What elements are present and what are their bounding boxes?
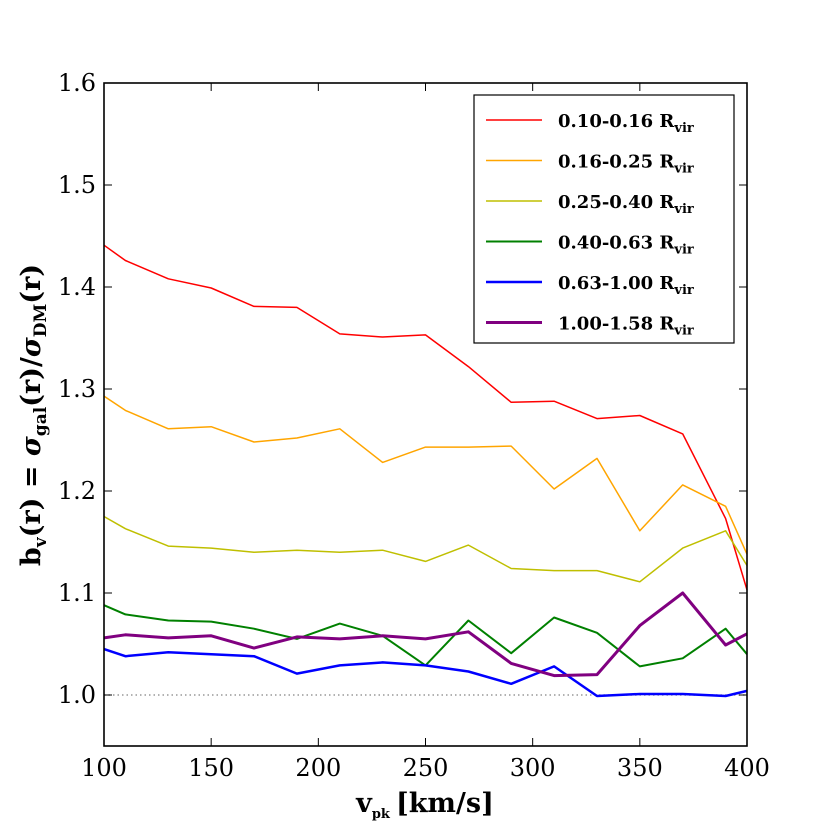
- x-tick-label: 150: [188, 754, 234, 782]
- y-tick-label: 1.1: [58, 579, 96, 607]
- x-tick-label: 300: [510, 754, 556, 782]
- series-line-0.25-0.40: [103, 515, 748, 583]
- y-tick-label: 1.3: [58, 375, 96, 403]
- legend-label: 0.40-0.63 Rvir: [558, 233, 694, 258]
- x-axis-label: vpk [km/s]: [355, 788, 494, 822]
- legend-box: [473, 94, 735, 344]
- series-line-1.00-1.58: [103, 591, 748, 678]
- y-tick-label: 1.6: [58, 69, 96, 97]
- legend-label: 1.00-1.58 Rvir: [558, 314, 694, 339]
- series-line-0.63-1.00: [103, 647, 748, 698]
- ticks-group: 100 150 200 250 300 350 400 1.0 1.1 1.2 1.3 1.4 1.5 1…: [58, 69, 770, 782]
- legend-label: 0.25-0.40 Rvir: [558, 192, 694, 217]
- x-tick-label: 400: [724, 754, 770, 782]
- legend: 0.10-0.16 Rvir 0.16-0.25 Rvir 0.25-0.40 Rv…: [473, 94, 735, 344]
- y-tick-label: 1.0: [58, 681, 96, 709]
- x-tick-label: 100: [81, 754, 127, 782]
- x-tick-label: 350: [617, 754, 663, 782]
- series-group: [103, 244, 748, 698]
- series-line-0.16-0.25: [103, 395, 748, 555]
- series-line-0.10-0.16: [103, 244, 748, 591]
- y-tick-label: 1.2: [58, 477, 96, 505]
- y-tick-label: 1.5: [58, 171, 96, 199]
- legend-label: 0.16-0.25 Rvir: [558, 152, 694, 177]
- y-axis-label: bv(r) = σgal(r)/σDM(r): [16, 264, 51, 566]
- legend-label: 0.10-0.16 Rvir: [558, 111, 694, 136]
- x-tick-label: 200: [295, 754, 341, 782]
- legend-label: 0.63-1.00 Rvir: [558, 273, 694, 298]
- y-tick-label: 1.4: [58, 273, 96, 301]
- x-tick-label: 250: [403, 754, 449, 782]
